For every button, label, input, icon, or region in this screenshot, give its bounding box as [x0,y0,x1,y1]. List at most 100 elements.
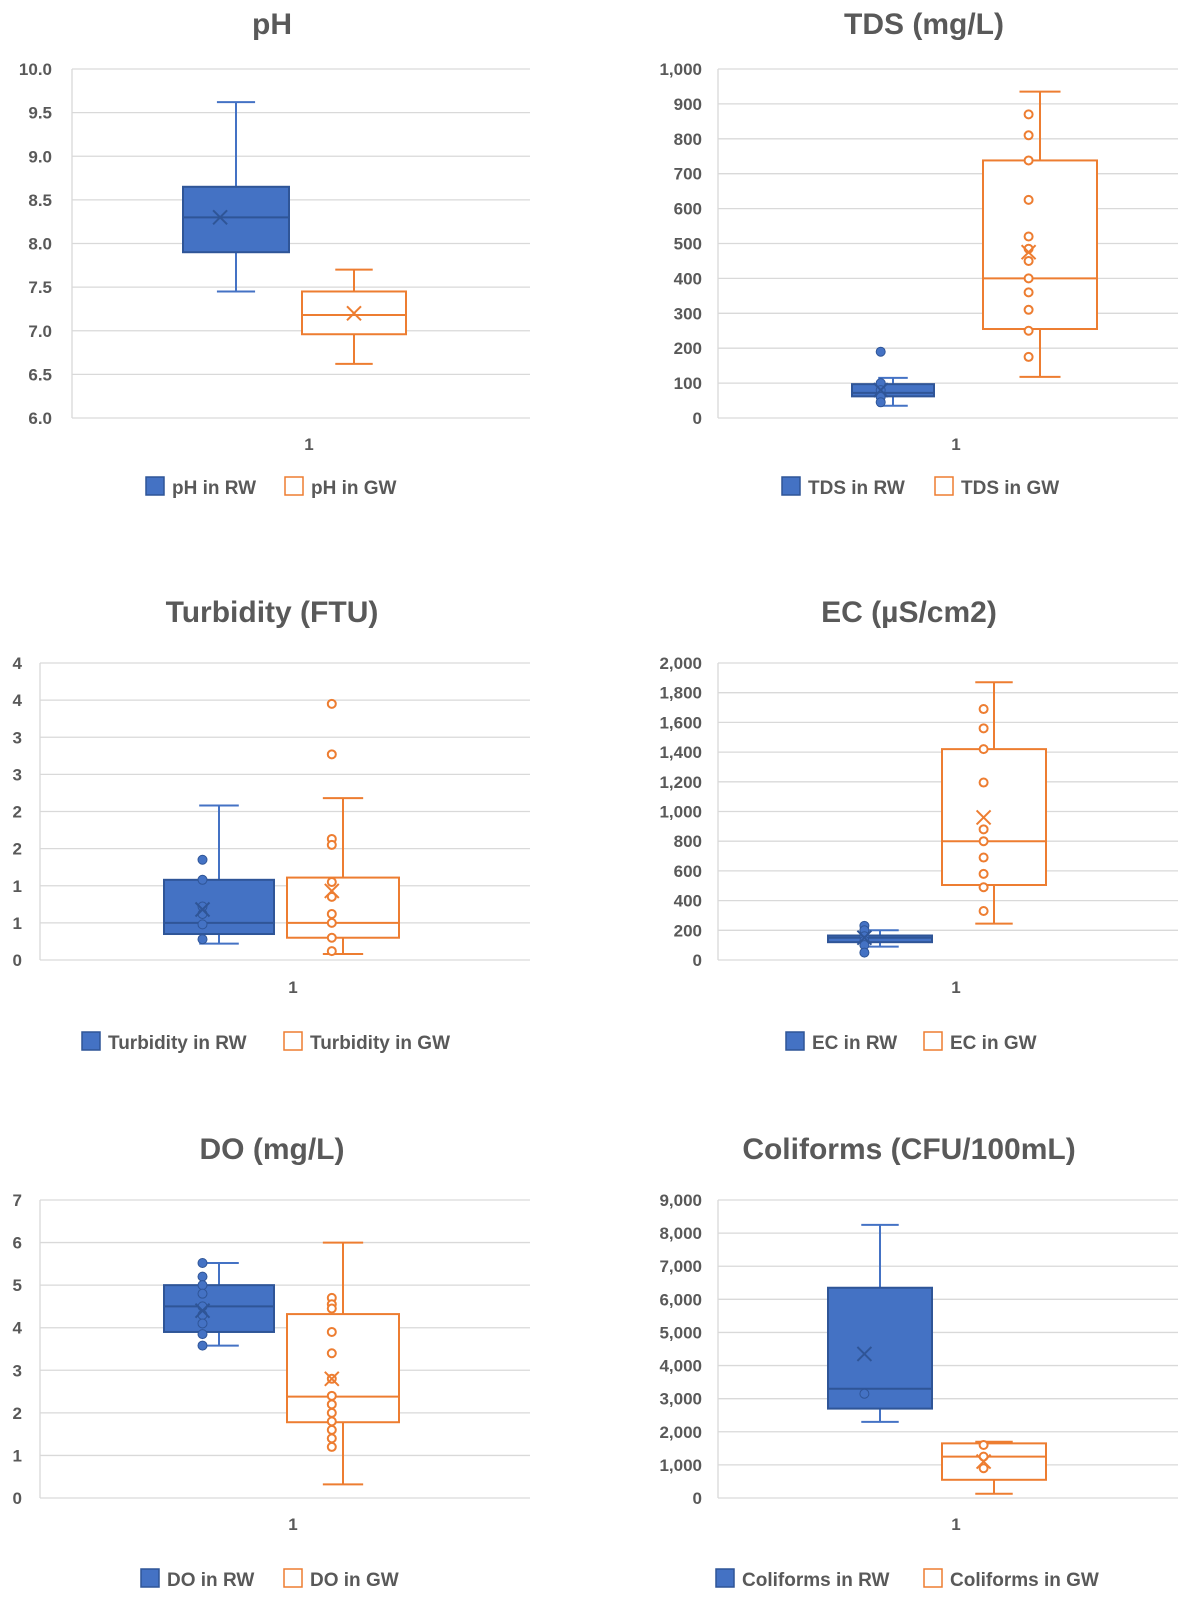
x-category-label: 1 [951,1515,960,1534]
y-tick-label: 600 [674,862,702,881]
chart-title: Turbidity (FTU) [166,596,379,629]
data-point [326,1348,337,1359]
data-point [1023,109,1034,120]
data-point [197,874,208,885]
legend-label: TDS in GW [961,478,1059,499]
y-tick-label: 3 [13,1361,22,1380]
legend-swatch-gw [284,476,304,496]
data-point [326,917,337,928]
chart-panel: TDS (mg/L) 0 100 200 300 400 500 600 700 800 900 1,… [659,8,1178,499]
data-point [197,1329,208,1340]
mean-marker [975,809,992,826]
y-tick-label: 5,000 [659,1323,702,1342]
y-tick-label: 7,000 [659,1257,702,1276]
y-tick-label: 1,000 [659,60,702,79]
legend-swatch-rw [785,1031,805,1051]
box-series-rw [851,346,935,408]
y-tick-label: 1,800 [659,684,702,703]
box-series-gw [286,1241,400,1486]
data-point [978,1463,989,1474]
data-point [197,1258,208,1269]
y-tick-label: 1,400 [659,743,702,762]
iqr-box [941,1442,1047,1481]
data-point [326,698,337,709]
data-point [1023,273,1034,284]
box-series-rw [182,101,290,293]
iqr-box [827,934,933,944]
y-tick-label: 400 [674,892,702,911]
y-tick-label: 800 [674,130,702,149]
chart-panel: Coliforms (CFU/100mL) 0 1,000 2,000 3,000 4,0… [659,1133,1178,1591]
data-point [197,1318,208,1329]
iqr-box [163,1284,275,1333]
chart-title: DO (mg/L) [200,1133,345,1166]
legend-swatch-rw [81,1031,101,1051]
legend-swatch-gw [934,476,954,496]
legend-label: EC in RW [812,1033,897,1054]
legend-label: Turbidity in RW [108,1033,247,1054]
iqr-box [941,748,1047,887]
mean-marker [346,305,362,322]
data-point [859,1388,870,1399]
iqr-box [982,159,1098,331]
y-tick-label: 1,000 [659,803,702,822]
box-series-gw [286,698,400,957]
legend-swatch-rw [145,476,165,496]
legend-label: TDS in RW [808,478,905,499]
y-tick-label: 9,000 [659,1191,702,1210]
mean-marker [856,930,873,946]
data-point [1023,194,1034,205]
data-point [326,839,337,850]
data-point [978,882,989,893]
chart-panel: DO (mg/L) 0 1 2 3 4 5 6 7 1 DO in RW DO in GW [13,1133,530,1591]
y-tick-label: 600 [674,200,702,219]
y-tick-label: 4,000 [659,1357,702,1376]
iqr-box [286,1313,400,1424]
y-tick-label: 0 [693,1489,702,1508]
legend-label: Turbidity in GW [310,1033,450,1054]
data-point [197,854,208,865]
mean-marker [856,1346,873,1362]
data-point [326,1407,337,1418]
data-point [1023,325,1034,336]
data-point [326,1424,337,1435]
y-tick-label: 300 [674,304,702,323]
y-tick-label: 5 [13,1276,22,1295]
legend-swatch-gw [923,1031,943,1051]
data-point [978,905,989,916]
data-point [326,1303,337,1314]
data-point [1023,287,1034,298]
y-tick-label: 7.0 [28,322,52,341]
y-tick-label: 8.5 [28,191,52,210]
y-tick-label: 2 [13,803,22,822]
y-tick-label: 200 [674,339,702,358]
iqr-box [301,290,407,336]
y-tick-label: 6 [13,1234,22,1253]
legend-label: DO in RW [167,1570,254,1591]
box-series-gw [301,268,407,365]
iqr-box [163,878,275,936]
data-point [197,1288,208,1299]
data-point [197,1271,208,1282]
data-point [326,1433,337,1444]
data-point [978,777,989,788]
y-tick-label: 0 [693,409,702,428]
y-tick-label: 9.0 [28,147,52,166]
data-point [1023,255,1034,266]
y-tick-label: 800 [674,832,702,851]
data-point [978,723,989,734]
legend-label: pH in GW [311,478,397,499]
y-tick-label: 2,000 [659,1423,702,1442]
data-point [978,744,989,755]
x-category-label: 1 [951,435,960,454]
chart-panel: Turbidity (FTU) 0 1 1 2 2 3 3 4 4 1 Turbidity in RW… [13,596,530,1054]
box-series-gw [941,681,1047,925]
y-tick-label: 4 [13,1319,23,1338]
legend-label: Coliforms in RW [742,1570,889,1591]
y-tick-label: 2 [13,840,22,859]
x-category-label: 1 [304,435,313,454]
data-point [197,1280,208,1291]
iqr-box [286,876,400,939]
y-tick-label: 1,200 [659,773,702,792]
data-point [326,1326,337,1337]
